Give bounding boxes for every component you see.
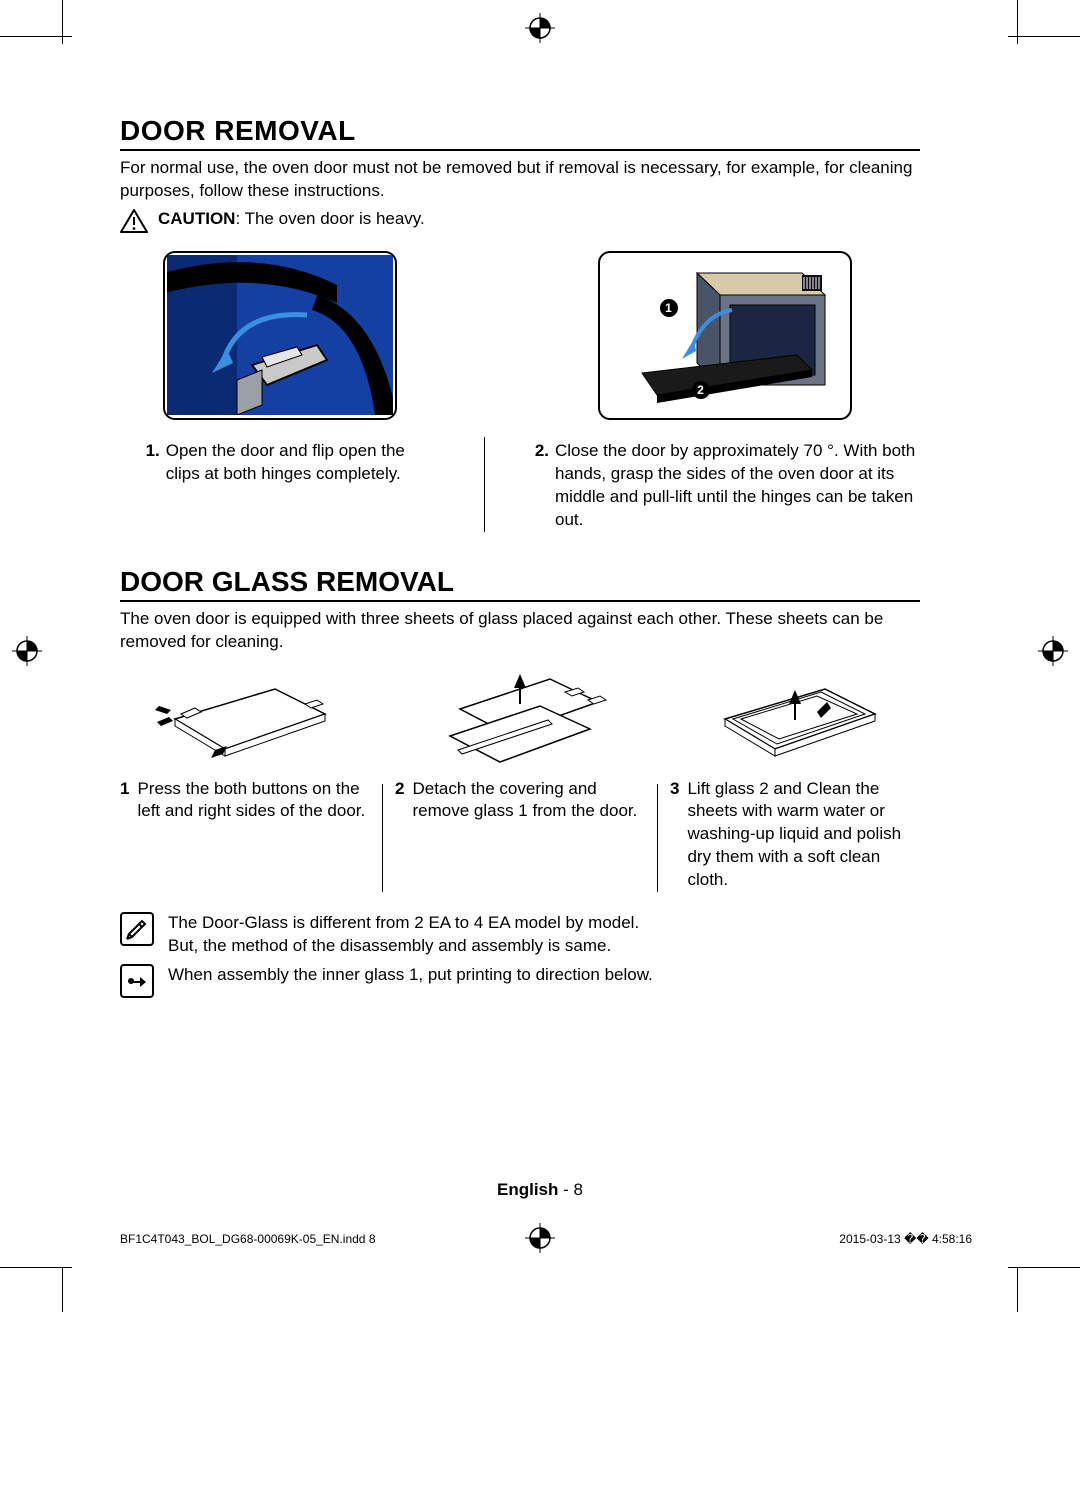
- step2-num: 2.: [529, 440, 549, 532]
- section1-intro: For normal use, the oven door must not b…: [120, 157, 920, 203]
- step1-col: 1. Open the door and flip open the clips…: [120, 251, 440, 532]
- note-assembly-direction: When assembly the inner glass 1, put pri…: [120, 964, 920, 998]
- footer-language: English: [497, 1180, 558, 1199]
- glass-step1-num: 1: [120, 778, 129, 824]
- step2: 2. Close the door by approximately 70 °.…: [529, 440, 920, 532]
- glass-step3: 3 Lift glass 2 and Clean the sheets with…: [670, 778, 920, 893]
- note1-line2: But, the method of the disassembly and a…: [168, 935, 639, 958]
- step1-num: 1.: [140, 440, 160, 486]
- callout-1: 1: [660, 299, 678, 317]
- figure-glass-step2: [395, 664, 645, 764]
- footer-page: 8: [574, 1180, 583, 1199]
- crop-mark: [1017, 1268, 1018, 1312]
- glass-step2-num: 2: [395, 778, 404, 824]
- page-footer: English - 8: [0, 1180, 1080, 1200]
- step2-col: 1 2 2. Close the door by approximately 7…: [529, 251, 920, 532]
- registration-mark-icon: [525, 13, 555, 48]
- registration-mark-icon: [1038, 636, 1068, 671]
- crop-mark: [1008, 1267, 1080, 1268]
- column-separator: [484, 437, 485, 532]
- figure-glass-step1: [120, 664, 370, 764]
- crop-mark: [1008, 36, 1080, 37]
- note2-text: When assembly the inner glass 1, put pri…: [168, 964, 653, 987]
- step1: 1. Open the door and flip open the clips…: [120, 440, 440, 486]
- glass-step3-num: 3: [670, 778, 679, 893]
- glass-step3-col: 3 Lift glass 2 and Clean the sheets with…: [658, 664, 920, 893]
- caution-row: CAUTION: The oven door is heavy.: [120, 209, 920, 233]
- caution-body: : The oven door is heavy.: [235, 209, 424, 228]
- glass-step1: 1 Press the both buttons on the left and…: [120, 778, 370, 824]
- step1-text: Open the door and flip open the clips at…: [166, 440, 440, 486]
- section-door-glass-title: DOOR GLASS REMOVAL: [120, 566, 920, 602]
- print-file: BF1C4T043_BOL_DG68-00069K-05_EN.indd 8: [120, 1232, 376, 1246]
- page-content: DOOR REMOVAL For normal use, the oven do…: [120, 115, 920, 1004]
- note1-line1: The Door-Glass is different from 2 EA to…: [168, 912, 639, 935]
- print-footer: BF1C4T043_BOL_DG68-00069K-05_EN.indd 8 2…: [120, 1232, 972, 1246]
- figure-oven-door: 1 2: [598, 251, 852, 420]
- registration-mark-icon: [12, 636, 42, 671]
- glass-steps: 1 Press the both buttons on the left and…: [120, 664, 920, 893]
- note-icon: [120, 912, 154, 946]
- glass-step2-text: Detach the covering and remove glass 1 f…: [412, 778, 645, 824]
- glass-step2: 2 Detach the covering and remove glass 1…: [395, 778, 645, 824]
- crop-mark: [62, 0, 63, 44]
- caution-text: CAUTION: The oven door is heavy.: [158, 209, 425, 229]
- caution-label: CAUTION: [158, 209, 235, 228]
- glass-step3-text: Lift glass 2 and Clean the sheets with w…: [687, 778, 920, 893]
- glass-step1-text: Press the both buttons on the left and r…: [137, 778, 370, 824]
- note-model-variation: The Door-Glass is different from 2 EA to…: [120, 912, 920, 958]
- callout-2: 2: [692, 381, 710, 399]
- glass-step1-col: 1 Press the both buttons on the left and…: [120, 664, 382, 893]
- crop-mark: [62, 1268, 63, 1312]
- step2-text: Close the door by approximately 70 °. Wi…: [555, 440, 920, 532]
- door-removal-steps: 1. Open the door and flip open the clips…: [120, 251, 920, 532]
- crop-mark: [1017, 0, 1018, 44]
- warning-icon: [120, 209, 148, 233]
- pointer-icon: [120, 964, 154, 998]
- note1-text: The Door-Glass is different from 2 EA to…: [168, 912, 639, 958]
- glass-step2-col: 2 Detach the covering and remove glass 1…: [383, 664, 657, 893]
- figure-glass-step3: [670, 664, 920, 764]
- section-door-removal-title: DOOR REMOVAL: [120, 115, 920, 151]
- figure-hinge-clip: [163, 251, 397, 420]
- print-timestamp: 2015-03-13 �� 4:58:16: [839, 1232, 972, 1246]
- section2-intro: The oven door is equipped with three she…: [120, 608, 920, 654]
- footer-separator: -: [558, 1180, 573, 1199]
